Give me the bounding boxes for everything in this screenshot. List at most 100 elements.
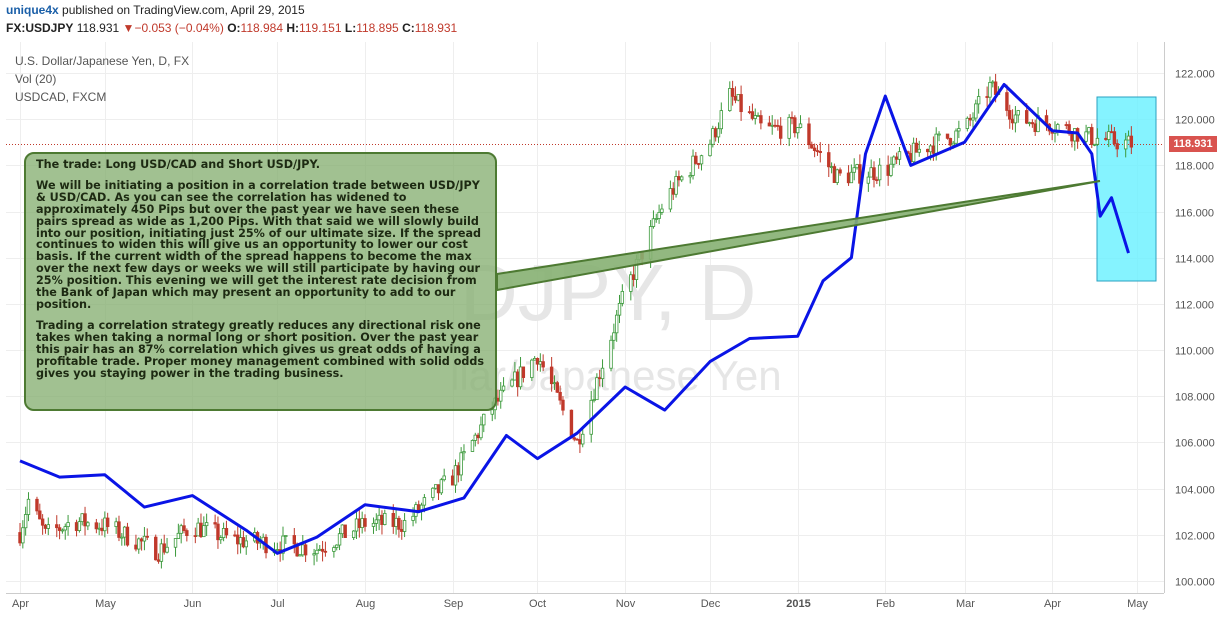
candle-body (716, 128, 721, 138)
candle-body (238, 537, 243, 545)
candle-body (320, 548, 325, 552)
candle-body (530, 359, 534, 378)
candle-body (125, 526, 130, 546)
candle-body (773, 124, 777, 127)
x-tick-label: Sep (444, 598, 464, 610)
candle-body (759, 115, 763, 124)
candle-body (798, 123, 803, 128)
highlight-box[interactable] (1096, 96, 1157, 282)
candle-body (374, 519, 379, 524)
y-tick-label: 118.000 (1175, 161, 1214, 173)
candle-body (872, 167, 876, 181)
candle-body (674, 176, 678, 195)
candle-body (552, 382, 557, 385)
close-label: C: (402, 21, 415, 35)
candle-body (202, 525, 206, 538)
candle-body (600, 367, 605, 380)
author-link[interactable]: unique4x (6, 3, 59, 17)
candle-body (598, 377, 602, 380)
y-tick-label: 122.000 (1175, 69, 1215, 81)
candle-body (1010, 118, 1015, 124)
x-tick-label: Feb (876, 598, 895, 610)
candle-body (957, 128, 961, 132)
candle-body (657, 212, 661, 219)
note-title: The trade: Long USD/CAD and Short USD/JP… (36, 158, 320, 171)
candle-body (332, 547, 336, 552)
candle-body (795, 127, 800, 134)
candle-body (1013, 114, 1018, 124)
trade-note-callout[interactable]: The trade: Long USD/CAD and Short USD/JP… (24, 152, 497, 411)
callout-arrow[interactable] (496, 180, 1101, 292)
candle-body (134, 544, 138, 550)
candle-body (708, 143, 712, 157)
high-value: 119.151 (299, 21, 342, 35)
candle-body (436, 484, 441, 494)
candle-body (651, 218, 656, 227)
candle-body (892, 156, 896, 165)
change-down-icon: ▼ (122, 21, 135, 35)
candle-body (592, 399, 596, 402)
candle-body (558, 391, 562, 401)
x-tick-label: Dec (701, 598, 721, 610)
candle-body (1033, 123, 1037, 133)
candle-body (945, 133, 950, 139)
candle-body (631, 274, 636, 280)
y-tick-label: 108.000 (1175, 392, 1215, 404)
candle-body (154, 536, 158, 561)
legend-volume[interactable]: Vol (20) (15, 72, 57, 86)
candle-body (931, 145, 936, 154)
candle-body (937, 133, 941, 136)
candle-body (94, 522, 99, 530)
open-value: 118.984 (240, 21, 284, 35)
candle-body (858, 164, 862, 184)
time-axis[interactable]: Apr May Jun Jul Aug Sep Oct Nov Dec 2015 Feb Mar Apr… (12, 598, 1148, 610)
candle-body (103, 517, 107, 532)
candle-body (43, 524, 48, 529)
candle-body (538, 361, 543, 365)
candle-body (521, 366, 526, 378)
legend-main-series[interactable]: U.S. Dollar/Japanese Yen, D, FX (15, 54, 190, 68)
candle-body (40, 518, 45, 526)
price-axis[interactable]: 100.000 102.000 104.000 106.000 108.000 110.0… (1175, 69, 1215, 589)
candle-body (303, 544, 308, 556)
candle-body (688, 175, 692, 178)
candle-body (869, 167, 873, 178)
candle-body (499, 389, 503, 402)
candle-body (1104, 137, 1108, 140)
candle-body (55, 524, 59, 529)
candle-body (852, 167, 856, 173)
candle-body (1064, 124, 1069, 126)
candle-body (776, 125, 780, 127)
ohlc-readout: FX:USDJPY 118.931 ▼−0.053 (−0.04%) O:118… (6, 21, 457, 35)
candle-body (829, 166, 834, 168)
candle-body (595, 377, 599, 401)
candle-body (312, 553, 316, 556)
candle-body (968, 117, 972, 121)
candle-body (866, 176, 871, 184)
candle-body (86, 522, 90, 527)
candle-body (561, 399, 565, 411)
high-label: H: (286, 21, 300, 35)
candle-body (117, 521, 121, 538)
candle-body (620, 291, 625, 304)
candle-body (402, 520, 407, 532)
candle-body (482, 413, 486, 426)
candle-body (422, 497, 427, 506)
candle-body (1005, 92, 1009, 111)
candle-body (442, 475, 446, 481)
candle-body (38, 510, 42, 520)
candle-body (985, 96, 989, 98)
candle-body (965, 117, 970, 129)
legend-overlay-series[interactable]: USDCAD, FXCM (15, 90, 107, 104)
candle-body (660, 208, 664, 213)
candle-body (793, 117, 797, 134)
x-tick-label: Aug (356, 598, 376, 610)
candle-body (711, 128, 715, 145)
candle-body (114, 521, 118, 527)
candle-body (1030, 122, 1035, 125)
symbol-label[interactable]: FX:USDJPY (6, 21, 74, 35)
candle-body (301, 544, 305, 556)
candle-body (897, 151, 902, 160)
candle-body (713, 128, 718, 138)
candle-body (431, 487, 435, 498)
